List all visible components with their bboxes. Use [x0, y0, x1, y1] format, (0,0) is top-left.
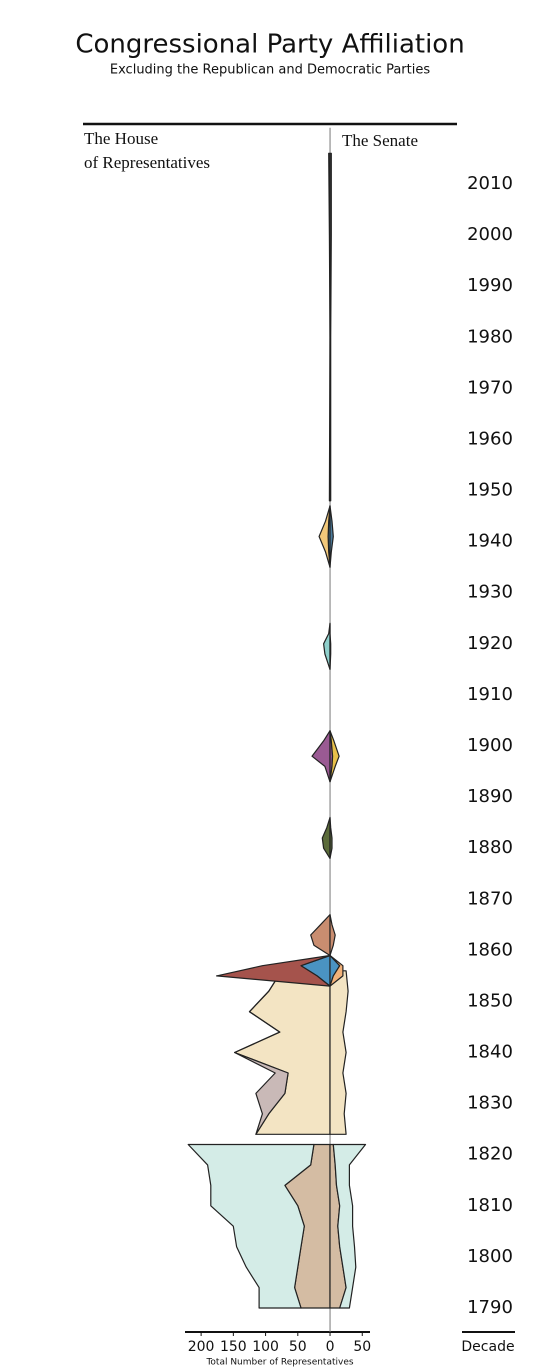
house-area [311, 730, 331, 783]
senate-area [329, 622, 332, 671]
house-label: The House [84, 129, 158, 148]
house-area [234, 970, 331, 1135]
y-tick-label: 1800 [467, 1246, 513, 1267]
y-tick-label: 1790 [467, 1297, 513, 1318]
x-tick-label: 150 [220, 1339, 247, 1355]
senate-area [329, 970, 349, 1135]
areas [187, 127, 367, 1332]
y-tick-label: 2000 [467, 224, 513, 245]
y-tick-label: 1880 [467, 837, 513, 858]
x-tick-label: 50 [289, 1339, 307, 1355]
house-area [323, 622, 331, 671]
senate-area [329, 152, 332, 502]
y-tick-label: 1940 [467, 531, 513, 552]
senate-area [332, 1143, 367, 1309]
senate-area [329, 730, 340, 783]
y-tick-label: 1970 [467, 377, 513, 398]
y-tick-label: 1910 [467, 684, 513, 705]
y-tick-label: 1850 [467, 990, 513, 1011]
house-area [310, 913, 331, 957]
house-area [321, 816, 331, 860]
x-tick-label: 200 [188, 1339, 215, 1355]
x-tick-label: 100 [252, 1339, 279, 1355]
y-tick-label: 1860 [467, 939, 513, 960]
senate-area [329, 913, 336, 957]
house-label: of Representatives [84, 153, 210, 172]
y-tick-label: 1830 [467, 1093, 513, 1114]
house-area [187, 1143, 315, 1309]
y-tick-label: 1820 [467, 1144, 513, 1165]
y-tick-label: 1930 [467, 582, 513, 603]
x-tick-label: 0 [326, 1339, 335, 1355]
x-axis-label: Total Number of Representatives [205, 1358, 353, 1368]
y-tick-label: 1990 [467, 275, 513, 296]
y-tick-label: 1840 [467, 1042, 513, 1063]
chart-title: Congressional Party Affiliation [75, 30, 464, 60]
x-tick-label: 50 [353, 1339, 371, 1355]
house-area [318, 505, 331, 568]
y-tick-label: 2010 [467, 173, 513, 194]
y-tick-label: 1890 [467, 786, 513, 807]
y-tick-label: 1870 [467, 888, 513, 909]
y-axis-label: Decade [461, 1339, 514, 1355]
senate-label: The Senate [342, 131, 418, 150]
y-tick-label: 1950 [467, 480, 513, 501]
y-tick-label: 1980 [467, 326, 513, 347]
senate-area [329, 816, 333, 860]
y-tick-label: 1960 [467, 428, 513, 449]
chart-subtitle: Excluding the Republican and Democratic … [110, 63, 430, 78]
senate-area [329, 505, 334, 568]
y-tick-label: 1920 [467, 633, 513, 654]
y-tick-label: 1810 [467, 1195, 513, 1216]
y-tick-label: 1900 [467, 735, 513, 756]
